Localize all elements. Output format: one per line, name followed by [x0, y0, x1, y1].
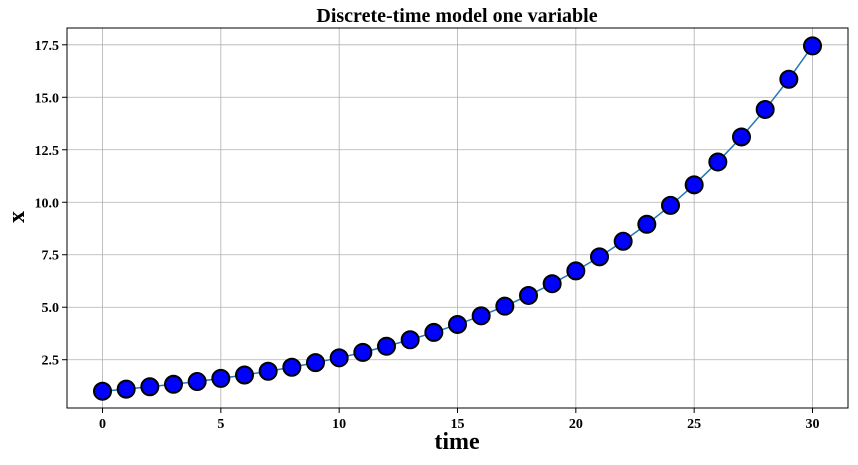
data-point: [377, 336, 396, 356]
data-point: [590, 247, 609, 267]
data-point: [235, 365, 254, 385]
y-tick-label: 17.5: [35, 39, 60, 54]
data-point: [471, 306, 491, 326]
grid: [67, 28, 848, 408]
data-point: [519, 285, 538, 305]
x-tick-label: 20: [569, 417, 583, 432]
data-point: [140, 377, 160, 397]
data-point: [732, 127, 751, 147]
series: [93, 36, 822, 401]
data-point: [116, 379, 136, 399]
x-tick-label: 25: [687, 417, 701, 432]
chart-title: Discrete-time model one variable: [316, 5, 597, 27]
data-point: [566, 261, 586, 281]
data-point: [164, 374, 183, 394]
data-point: [93, 381, 112, 401]
y-axis-label: x: [4, 211, 30, 223]
data-point: [542, 274, 562, 294]
data-point: [258, 361, 278, 381]
data-point: [684, 175, 704, 195]
x-tick-label: 15: [451, 417, 465, 432]
data-point: [306, 353, 325, 373]
y-tick-label: 7.5: [42, 249, 60, 264]
data-point: [495, 296, 515, 316]
data-point: [353, 342, 373, 362]
x-tick-label: 10: [332, 417, 346, 432]
y-tick-label: 2.5: [42, 354, 60, 369]
data-point: [637, 214, 657, 234]
axis-ticks: 0 5 10 15 20 25 30 2.5 5.0 7.5 10.0 12.5 15.0 17.5: [35, 39, 820, 432]
data-point: [424, 322, 444, 342]
plot-frame: [66, 27, 849, 409]
data-point: [803, 36, 822, 56]
data-point: [661, 195, 680, 215]
data-point: [448, 314, 467, 334]
data-point: [211, 368, 231, 388]
data-point: [779, 69, 799, 89]
data-point: [187, 372, 207, 392]
y-tick-label: 15.0: [35, 91, 60, 106]
y-tick-label: 12.5: [35, 144, 60, 159]
y-tick-label: 5.0: [42, 301, 60, 316]
x-axis-label: time: [434, 429, 480, 455]
data-point: [282, 357, 302, 377]
x-tick-label: 30: [806, 417, 820, 432]
data-point: [708, 152, 728, 172]
data-point: [329, 348, 349, 368]
x-tick-label: 5: [217, 417, 224, 432]
y-tick-label: 10.0: [35, 196, 60, 211]
data-point: [613, 231, 633, 251]
x-tick-label: 0: [99, 417, 106, 432]
data-point: [400, 330, 420, 350]
data-point: [755, 99, 775, 119]
